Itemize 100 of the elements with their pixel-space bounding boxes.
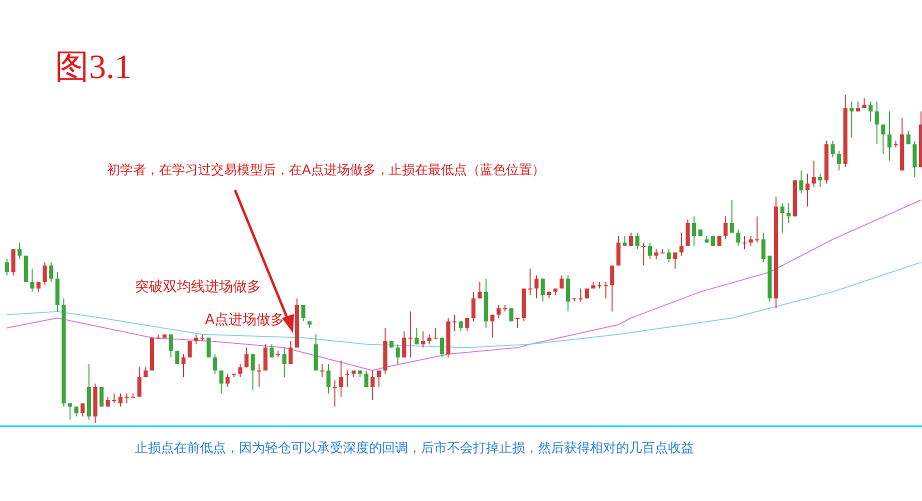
candlestick: [478, 281, 482, 299]
candlestick: [408, 310, 412, 358]
candlestick: [326, 363, 331, 394]
candlestick: [376, 370, 381, 388]
candlestick: [18, 242, 22, 260]
candlestick: [396, 344, 400, 364]
candlestick: [830, 140, 835, 158]
candlestick: [206, 337, 211, 358]
candlestick: [80, 402, 85, 417]
candlestick: [257, 363, 262, 388]
candlestick: [566, 274, 570, 312]
annotation: 初学者，在学习过交易模型后，在A点进场做多，止损在最低点（蓝色位置）: [107, 162, 545, 178]
candlestick: [724, 216, 728, 240]
candlestick: [742, 236, 747, 250]
candlestick: [818, 173, 822, 188]
annotation: 突破双均线进场做多: [135, 279, 261, 295]
candlestick: [332, 380, 337, 408]
candlestick: [648, 242, 652, 260]
candlestick: [194, 334, 198, 345]
candlestick: [673, 252, 678, 270]
candlestick: [452, 314, 457, 332]
candlestick: [402, 330, 406, 358]
candlestick: [212, 354, 218, 374]
candlestick: [42, 262, 47, 286]
candlestick: [692, 216, 696, 246]
candlestick: [471, 291, 476, 322]
candlestick: [761, 232, 766, 263]
candlestick: [181, 354, 186, 378]
candlestick: [301, 304, 306, 322]
candlestick: [364, 370, 368, 388]
candlestick: [434, 327, 438, 339]
candlestick: [906, 130, 910, 145]
candlestick: [578, 288, 583, 302]
candlestick: [780, 202, 784, 234]
candlestick: [238, 363, 242, 378]
candlestick: [628, 232, 634, 246]
candlestick: [666, 248, 671, 263]
candlestick: [509, 308, 514, 322]
candlestick: [560, 274, 564, 290]
candlestick: [370, 370, 375, 401]
candlestick: [710, 236, 716, 246]
candlestick: [635, 232, 640, 250]
candlestick: [622, 236, 627, 246]
candlestick: [244, 347, 249, 368]
candlestick: [74, 406, 78, 417]
candlestick: [837, 150, 842, 171]
candlestick: [534, 274, 539, 299]
candlestick: [786, 202, 791, 224]
candlestick: [131, 392, 136, 398]
candlestick: [516, 318, 520, 328]
candlestick: [736, 228, 740, 246]
candlestick: [490, 314, 494, 338]
candlestick: [805, 173, 810, 208]
candlestick: [175, 350, 180, 364]
candlestick: [124, 392, 129, 404]
candlestick: [188, 340, 192, 358]
candlestick: [4, 258, 10, 276]
candlestick: [339, 360, 344, 398]
candlestick: [168, 334, 173, 358]
text: 止损点在前低点，因为轻仓可以承受深度的回调，后市不会打掉止损，然后获得相对的几百点收益: [135, 440, 694, 456]
candlestick: [440, 337, 444, 358]
candlestick: [496, 304, 501, 319]
candlestick: [288, 340, 293, 364]
candlestick: [686, 219, 690, 246]
candlestick: [755, 216, 760, 244]
candlestick: [320, 363, 324, 378]
candlestick: [881, 124, 886, 155]
candlestick: [660, 248, 665, 254]
candlestick: [730, 199, 734, 234]
candlestick: [414, 327, 419, 345]
candlestick: [874, 101, 879, 145]
candlestick: [345, 370, 350, 388]
candlestick: [226, 373, 230, 388]
candlestick: [528, 268, 532, 296]
candlestick: [679, 232, 684, 256]
candlestick: [263, 344, 268, 372]
annotation: A点进场做多: [205, 312, 285, 328]
candlestick: [856, 101, 860, 112]
candlestick: [717, 236, 722, 246]
candlestick: [427, 334, 432, 345]
candlestick: [850, 101, 854, 138]
candlestick: [812, 160, 816, 188]
candlestick: [654, 248, 658, 260]
candlestick: [30, 268, 34, 292]
candlestick: [112, 392, 116, 404]
candlestick: [137, 366, 142, 398]
candlestick: [616, 236, 620, 266]
candlestick: [642, 242, 646, 266]
candlestick: [604, 281, 608, 299]
candlestick: [610, 265, 614, 312]
candlestick: [282, 347, 286, 378]
chart-title: 图3.1: [55, 49, 132, 86]
candlestick: [156, 334, 160, 339]
candlestick: [219, 370, 224, 394]
candlestick: [270, 344, 274, 358]
candlestick: [11, 248, 16, 276]
candlestick: [868, 101, 873, 122]
candlestick: [584, 288, 589, 299]
candlestick: [912, 140, 917, 178]
candlestick: [540, 278, 545, 302]
